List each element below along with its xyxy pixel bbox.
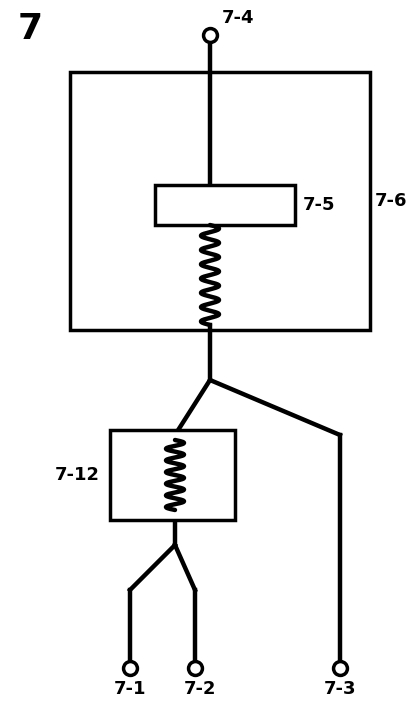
Text: 7-3: 7-3 [324,680,356,698]
Bar [155,185,295,225]
Bar [110,430,235,520]
Bar [70,72,370,330]
Text: 7-1: 7-1 [114,680,146,698]
Text: 7-12: 7-12 [55,466,100,484]
Text: 7-4: 7-4 [222,9,255,27]
Text: 7: 7 [18,12,43,46]
Text: 7-2: 7-2 [184,680,216,698]
Text: 7-5: 7-5 [303,196,335,214]
Text: 7-6: 7-6 [375,192,408,210]
